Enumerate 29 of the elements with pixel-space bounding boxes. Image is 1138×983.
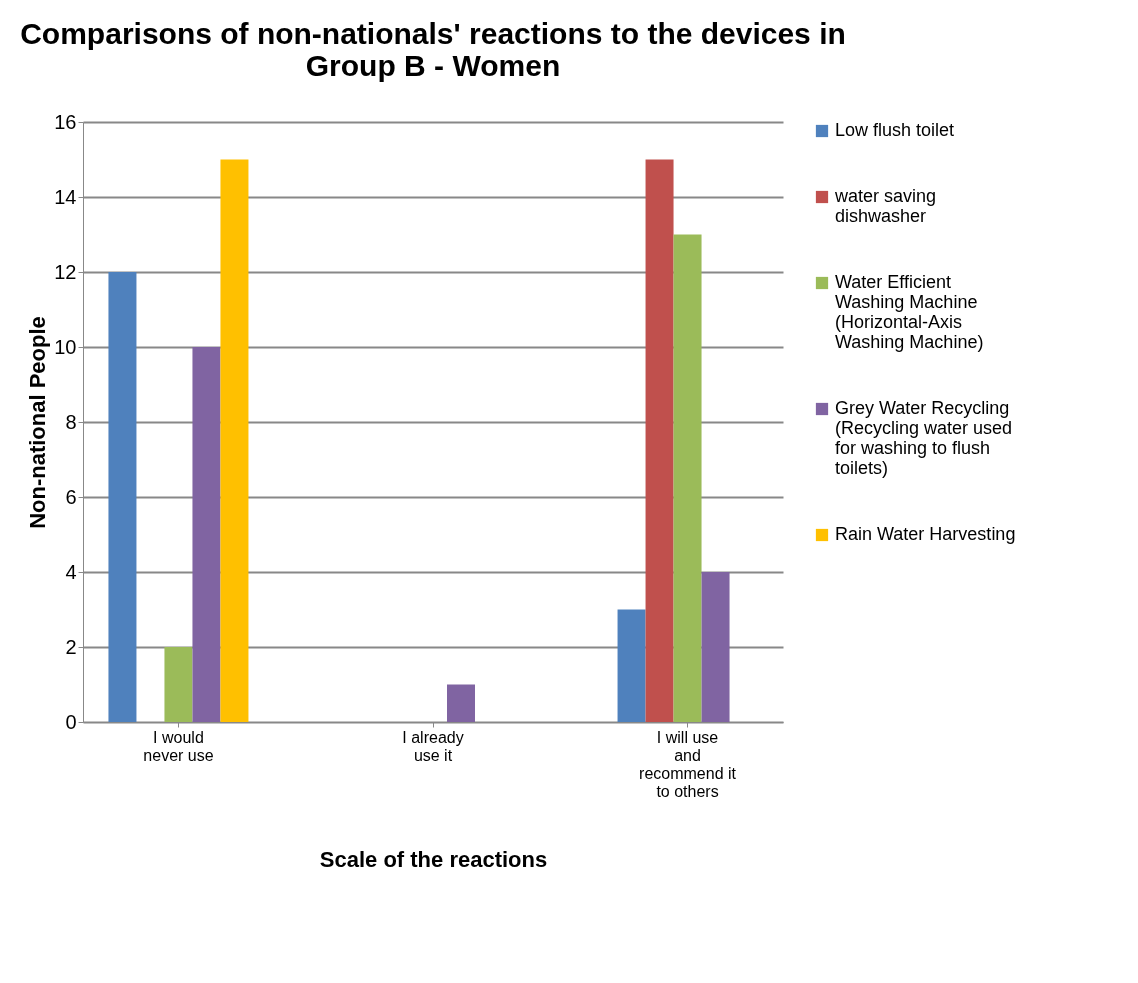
bar (220, 159, 249, 722)
legend-label: Rain Water Harvesting (835, 524, 1016, 544)
bar (701, 572, 730, 722)
y-tick-label: 10 (54, 335, 77, 358)
y-tick-label: 12 (54, 260, 77, 283)
y-tick-label: 0 (65, 710, 77, 733)
chart-title: Comparisons of non-nationals' reactions to the devices in Group B - Women (20, 17, 846, 82)
y-tick-label: 16 (54, 110, 77, 133)
legend-label: Grey Water Recycling (Recycling water used for washing to flush toilets) (835, 398, 1013, 478)
x-tick-label: I already use it (402, 728, 464, 764)
bar (673, 234, 702, 722)
legend-label: Water Efficient Washing Machine (Horizontal-Axis Washing Machine) (835, 272, 984, 352)
y-tick-label: 14 (54, 185, 77, 208)
x-axis-title: Scale of the reactions (319, 846, 548, 872)
legend-label: water saving dishwasher (834, 186, 937, 226)
y-tick-label: 2 (65, 635, 77, 658)
bar (447, 684, 475, 722)
legend-label: Low flush toilet (835, 120, 955, 140)
y-tick-label: 4 (65, 560, 77, 583)
y-tick-label: 8 (65, 410, 77, 433)
x-tick-label: I will use and recommend it to others (639, 728, 737, 800)
bar (164, 647, 193, 722)
x-tick-label: I would never use (143, 728, 214, 764)
bar (108, 272, 137, 722)
bar (645, 159, 674, 722)
y-axis-title: Non-national People (25, 316, 51, 529)
bar (192, 347, 221, 722)
y-tick-label: 6 (65, 485, 77, 508)
bar (617, 609, 646, 722)
